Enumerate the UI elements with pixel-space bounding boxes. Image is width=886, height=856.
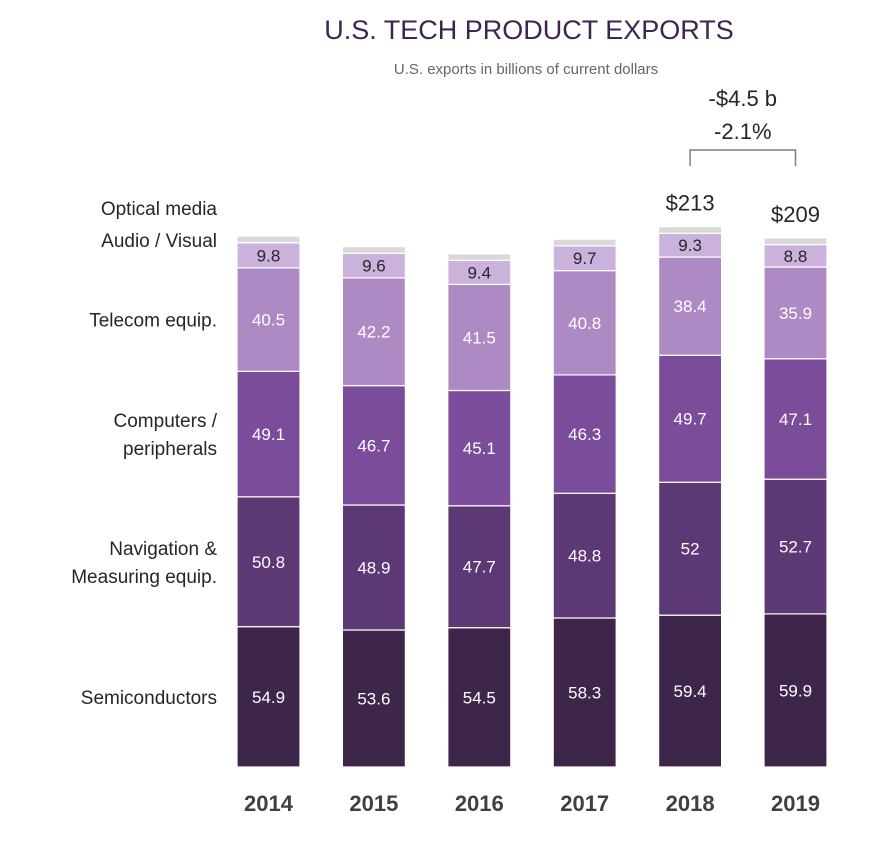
data-label: 53.6 [357,689,390,708]
legend-label-telecom-equip: Telecom equip. [89,311,217,332]
data-label: 42.2 [357,323,390,342]
bar-segment-semiconductors-2014 [236,626,301,768]
chart-title: U.S. TECH PRODUCT EXPORTS [324,15,734,45]
bar-segment-optical-media-2018 [657,226,723,234]
change-annotation-text: -$4.5 b [709,86,778,111]
data-label: 9.4 [467,263,491,282]
bar-segment-optical-media-2016 [447,253,512,262]
bar-segment-telecom-equip-2015 [341,277,406,387]
bar-segment-optical-media-2014 [236,235,301,244]
data-label: 47.7 [463,558,496,577]
legend-label-computers-peripherals: Computers / [114,411,218,432]
bar-segment-audio-visual-2015 [341,252,406,279]
bar-segment-navigation-measuring-equip-2017 [552,492,617,619]
bar-segment-audio-visual-2014 [236,242,301,269]
data-label: 48.8 [568,547,601,566]
data-label: 54.9 [252,688,285,707]
data-label: 59.9 [779,681,812,700]
data-label: 48.9 [357,559,390,578]
bar-segment-semiconductors-2019 [763,613,828,768]
data-label: 9.3 [678,236,702,255]
data-label: 49.7 [674,410,707,429]
x-tick-label: 2016 [455,791,504,816]
x-tick-label: 2018 [666,791,715,816]
data-label: 9.8 [257,246,281,265]
total-label: $209 [771,202,820,227]
bars-group [236,226,828,768]
bar-segment-navigation-measuring-equip-2016 [447,505,512,629]
data-label: 41.5 [463,328,496,347]
bar-segment-semiconductors-2015 [341,629,406,768]
bar-segment-optical-media-2015 [341,245,406,254]
bar-segment-computers-peripherals-2015 [341,385,406,506]
data-label: 59.4 [674,682,707,701]
chart-subtitle: U.S. exports in billions of current doll… [394,61,658,78]
bar-segment-semiconductors-2018 [657,614,723,768]
data-label: 58.3 [568,683,601,702]
value-labels-group: 54.9 50.8 49.1 40.5 9.8 53.6 48.9 46.7 42.2 9.6 54… [252,236,812,708]
legend-label-optical-media: Optical media [101,199,218,220]
data-label: 46.3 [568,425,601,444]
bar-segment-audio-visual-2017 [552,245,617,272]
bar-segment-telecom-equip-2018 [657,256,723,356]
bar-segment-computers-peripherals-2018 [657,354,723,483]
data-label: 8.8 [784,247,808,266]
data-label: 46.7 [357,436,390,455]
bar-segment-telecom-equip-2014 [236,267,301,372]
data-label: 54.5 [463,688,496,707]
data-label: 40.5 [252,311,285,330]
change-bracket [689,149,797,166]
x-tick-label: 2017 [560,791,609,816]
data-label: 50.8 [252,553,285,572]
bar-segment-telecom-equip-2017 [552,270,617,376]
x-tick-label: 2019 [771,791,820,816]
bar-segment-computers-peripherals-2016 [447,389,512,507]
x-axis: 2014 2015 2016 2017 2018 2019 [244,791,820,816]
data-label: 9.7 [573,249,597,268]
x-tick-label: 2014 [244,791,294,816]
total-label: $213 [666,191,715,216]
data-label: 35.9 [779,304,812,323]
data-label: 9.6 [362,257,386,276]
bar-segment-semiconductors-2016 [447,627,512,768]
bar-segment-audio-visual-2016 [447,259,512,286]
legend-label-computers-peripherals: peripherals [123,439,217,460]
legend-label-navigation-measuring-equip: Navigation & [109,539,217,560]
bar-segment-navigation-measuring-equip-2014 [236,496,301,628]
bar-segment-telecom-equip-2019 [763,266,828,360]
data-label: 38.4 [674,297,707,316]
data-label: 52.7 [779,538,812,557]
data-label: 49.1 [252,425,285,444]
bar-segment-computers-peripherals-2017 [552,374,617,494]
data-label: 40.8 [568,314,601,333]
annotations-group: $213 $209 -$4.5 b -2.1% [666,86,820,227]
legend-label-navigation-measuring-equip: Measuring equip. [71,567,217,588]
data-label: 52 [681,540,700,559]
category-labels-group: Semiconductors Navigation & Measuring equi… [71,199,217,709]
bar-segment-optical-media-2017 [552,238,617,247]
x-tick-label: 2015 [349,791,398,816]
bar-segment-navigation-measuring-equip-2019 [763,478,828,615]
bar-segment-navigation-measuring-equip-2015 [341,504,406,631]
legend-label-audio-visual: Audio / Visual [101,231,217,252]
bar-segment-semiconductors-2017 [552,617,617,768]
change-annotation-text: -2.1% [714,119,771,144]
data-label: 45.1 [463,439,496,458]
data-label: 47.1 [779,410,812,429]
legend-label-semiconductors: Semiconductors [81,688,217,709]
bar-segment-optical-media-2019 [763,237,828,246]
